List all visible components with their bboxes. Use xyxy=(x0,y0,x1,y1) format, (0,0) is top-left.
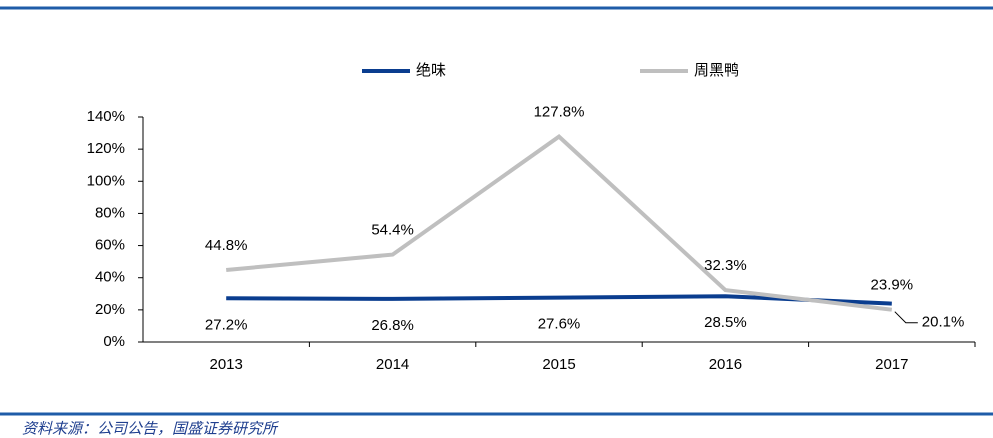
data-label: 44.8% xyxy=(205,237,248,254)
series-line xyxy=(226,134,893,312)
y-tick-label: 0% xyxy=(103,333,125,350)
legend-label: 绝味 xyxy=(416,62,446,79)
data-label: 32.3% xyxy=(704,257,747,274)
y-tick-label: 60% xyxy=(95,237,125,254)
data-label: 27.2% xyxy=(205,316,248,333)
x-tick-label: 2014 xyxy=(376,356,409,373)
data-label: 26.8% xyxy=(371,317,414,334)
x-tick-label: 2015 xyxy=(542,356,575,373)
legend-label: 周黑鸭 xyxy=(694,62,739,79)
y-tick-label: 100% xyxy=(87,172,125,189)
series-line xyxy=(226,294,892,306)
x-tick-label: 2017 xyxy=(875,356,908,373)
data-label: 20.1% xyxy=(922,314,965,331)
data-label: 27.6% xyxy=(538,316,581,333)
label-leader xyxy=(894,311,918,324)
data-label: 127.8% xyxy=(534,104,585,121)
source-note: 资料来源：公司公告，国盛证券研究所 xyxy=(22,420,279,438)
x-tick-label: 2013 xyxy=(210,356,243,373)
y-tick-label: 120% xyxy=(87,140,125,157)
y-tick-label: 140% xyxy=(87,108,125,125)
y-tick-label: 80% xyxy=(95,204,125,221)
x-tick-label: 2016 xyxy=(709,356,742,373)
data-label: 23.9% xyxy=(871,277,914,294)
y-tick-label: 40% xyxy=(95,269,125,286)
y-tick-label: 20% xyxy=(95,301,125,318)
data-label: 54.4% xyxy=(371,222,414,239)
data-label: 28.5% xyxy=(704,314,747,331)
